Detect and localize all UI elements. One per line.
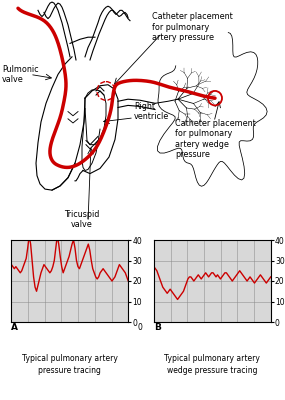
Text: Tricuspid
valve: Tricuspid valve [64, 210, 100, 229]
Text: Typical pulmonary artery: Typical pulmonary artery [164, 354, 260, 363]
Text: Catheter placement
for pulmonary
artery wedge
pressure: Catheter placement for pulmonary artery … [175, 119, 256, 159]
Text: wedge pressure tracing: wedge pressure tracing [167, 366, 258, 375]
Text: Typical pulmonary artery: Typical pulmonary artery [22, 354, 118, 363]
Text: pressure tracing: pressure tracing [38, 366, 101, 375]
Text: Catheter placement
for pulmonary
artery pressure: Catheter placement for pulmonary artery … [152, 12, 233, 42]
Text: Right
ventricle: Right ventricle [134, 102, 169, 121]
Text: B: B [154, 323, 161, 332]
Text: 0: 0 [137, 323, 142, 332]
Text: A: A [11, 323, 19, 332]
Text: Pulmonic
valve: Pulmonic valve [2, 65, 39, 84]
